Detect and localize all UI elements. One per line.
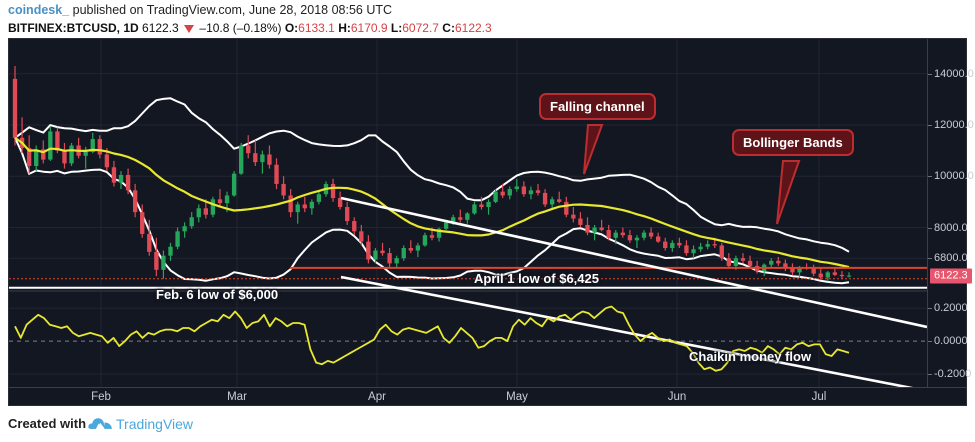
price-axis-label: 6800.0 — [934, 252, 968, 265]
axis-tick — [928, 308, 932, 310]
time-axis-label: Feb — [91, 391, 111, 403]
tradingview-brand[interactable]: TradingView — [116, 416, 194, 432]
price-axis[interactable]: 14000.0 12000.0 10000.0 8000.0 6800.0 0.2000 0… — [927, 39, 974, 387]
oscillator-axis-label: 0.2000 — [934, 302, 968, 315]
oscillator-axis-label: 0.0000 — [934, 335, 968, 348]
time-axis-label: Jul — [811, 391, 827, 403]
price-change: –10.8 (–0.18%) — [199, 21, 282, 35]
time-axis-label: May — [506, 391, 528, 403]
chart-frame[interactable]: 14000.0 12000.0 10000.0 8000.0 6800.0 0.2000 0… — [8, 38, 974, 406]
time-axis-label: Mar — [227, 391, 247, 403]
tradingview-logo-icon — [88, 416, 112, 438]
high-value: 6170.9 — [350, 21, 388, 35]
axis-tick — [928, 176, 932, 178]
quote-line: BITFINEX:BTCUSD, 1D 6122.3 –10.8 (–0.18%… — [8, 20, 968, 36]
symbol-label[interactable]: BITFINEX:BTCUSD, 1D — [8, 21, 139, 35]
time-axis-label: Jun — [667, 391, 687, 403]
price-axis-label: 12000.0 — [934, 119, 974, 131]
low-label: L: — [390, 21, 403, 35]
chart-header: coindesk_ published on TradingView.com, … — [8, 2, 968, 36]
price-axis-label: 8000.0 — [934, 221, 968, 234]
axis-tick — [928, 341, 932, 343]
axis-tick — [928, 258, 932, 260]
publisher-name[interactable]: coindesk_ — [8, 3, 70, 17]
current-price-badge: 6122.3 — [930, 268, 972, 284]
down-triangle-icon — [184, 25, 195, 33]
close-label: C: — [442, 21, 455, 35]
axis-tick — [928, 73, 932, 75]
chart-plot-area[interactable] — [9, 39, 927, 387]
published-text: published on TradingView.com, June 28, 2… — [69, 3, 393, 17]
price-axis-label: 14000.0 — [934, 67, 974, 80]
close-value: 6122.3 — [454, 21, 492, 35]
low-value: 6072.7 — [402, 21, 439, 35]
time-axis[interactable]: Feb Mar Apr May Jun Jul — [9, 387, 966, 406]
oscillator-axis-label: -0.2000 — [934, 368, 972, 381]
high-label: H: — [338, 21, 351, 35]
open-value: 6133.1 — [298, 21, 335, 35]
publisher-line: coindesk_ published on TradingView.com, … — [8, 2, 968, 18]
price-axis-label: 10000.0 — [934, 170, 974, 183]
axis-tick — [928, 125, 932, 126]
created-with-label: Created with — [8, 416, 87, 431]
axis-tick — [928, 374, 932, 376]
chart-canvas — [9, 39, 927, 387]
open-label: O: — [284, 21, 299, 35]
time-axis-label: Apr — [368, 391, 386, 403]
axis-tick — [928, 227, 932, 229]
last-price: 6122.3 — [142, 21, 179, 35]
footer: Created with TradingView — [0, 408, 975, 442]
